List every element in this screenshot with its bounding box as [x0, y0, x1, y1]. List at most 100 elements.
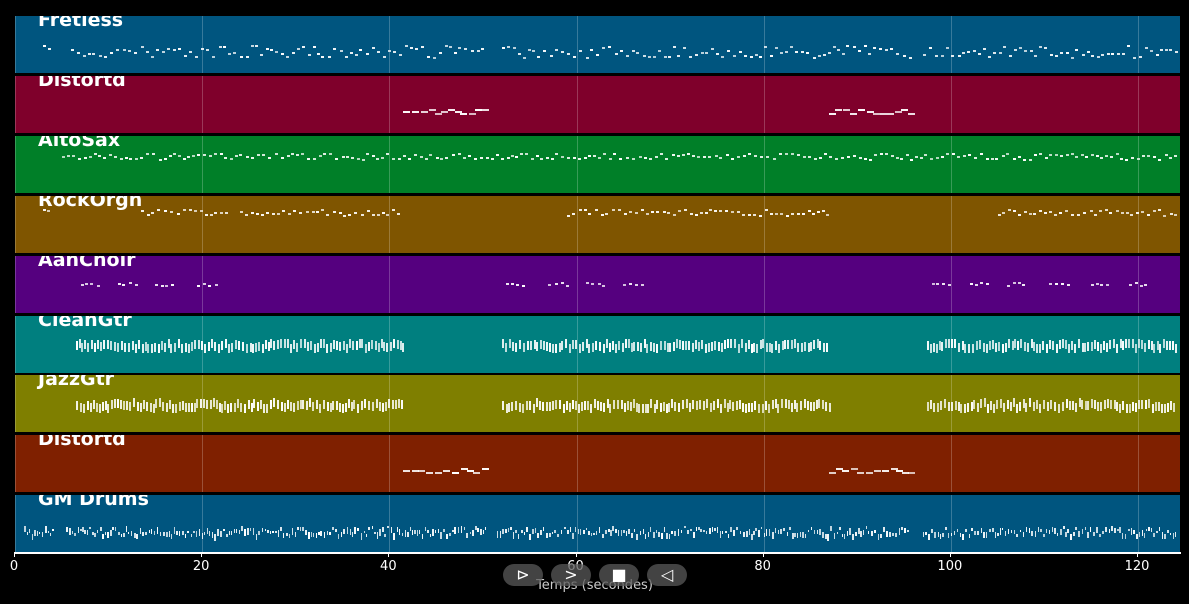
note-mark [86, 343, 89, 353]
note-mark [892, 532, 894, 537]
note-mark [218, 403, 221, 413]
note-mark [1124, 158, 1128, 161]
note-mark [520, 153, 524, 155]
track-lane[interactable]: JazzGtr [14, 374, 1181, 434]
note-mark [233, 403, 236, 413]
note-mark [1066, 283, 1070, 286]
note-mark [89, 402, 92, 412]
note-mark [1022, 283, 1026, 286]
note-mark [711, 526, 714, 533]
note-mark [517, 52, 521, 55]
note-mark [335, 158, 339, 161]
note-mark [1022, 158, 1026, 161]
note-mark [106, 339, 109, 349]
note-mark [250, 403, 253, 413]
note-mark [71, 530, 74, 534]
note-mark [967, 51, 971, 54]
note-mark [939, 533, 942, 540]
note-mark [723, 399, 726, 409]
note-mark [633, 341, 636, 351]
track-lane[interactable]: GM Drums [14, 494, 1181, 554]
next-button[interactable]: > [551, 564, 591, 586]
play-button[interactable]: ⊳ [503, 564, 543, 586]
note-mark [257, 153, 261, 156]
note-mark [801, 51, 805, 54]
stop-button[interactable]: ■ [599, 564, 639, 586]
track-lane[interactable]: RockOrgn [14, 194, 1181, 254]
note-mark [220, 531, 222, 538]
track-lane[interactable]: AahChoir [14, 254, 1181, 314]
note-mark [890, 468, 898, 471]
note-mark [77, 526, 79, 534]
note-mark [1053, 401, 1056, 411]
note-mark [128, 342, 131, 352]
note-mark [203, 283, 207, 286]
note-mark [404, 530, 407, 537]
note-mark [721, 531, 724, 535]
note-mark [359, 48, 363, 51]
note-mark [704, 52, 708, 55]
note-mark [92, 400, 95, 410]
note-mark [1051, 526, 1054, 532]
note-mark [656, 211, 660, 214]
note-mark [90, 339, 93, 349]
note-mark [272, 530, 274, 533]
track-lane[interactable]: CleanGtr [14, 314, 1181, 374]
note-mark [1083, 212, 1087, 215]
note-mark [101, 402, 104, 412]
note-mark [269, 530, 272, 535]
x-axis-label: Temps (secondes) [536, 578, 653, 593]
note-mark [567, 214, 571, 217]
note-mark [434, 530, 437, 534]
note-mark [1055, 55, 1059, 58]
note-mark [908, 56, 912, 59]
note-mark [720, 342, 723, 352]
note-mark [245, 55, 249, 58]
note-mark [351, 532, 354, 537]
note-mark [789, 45, 793, 48]
note-mark [155, 399, 158, 409]
note-mark [786, 532, 789, 536]
note-mark [511, 402, 514, 412]
note-mark [945, 152, 949, 155]
note-mark [646, 344, 649, 354]
note-mark [858, 156, 862, 159]
previous-button[interactable]: ◁ [647, 564, 687, 586]
note-mark [454, 527, 456, 534]
note-mark [178, 531, 181, 537]
note-mark [1099, 344, 1102, 353]
note-mark [922, 53, 926, 56]
track-lane[interactable]: AltoSax [14, 134, 1181, 194]
note-mark [81, 343, 84, 353]
note-mark [677, 403, 680, 413]
track-lane[interactable]: Distortd [14, 434, 1181, 494]
track-lanes: Fretless Distortd AltoSax RockOrgn AahChoir C… [14, 15, 1181, 554]
track-lane[interactable]: Distortd [14, 74, 1181, 134]
note-mark [510, 282, 514, 285]
note-mark [1017, 340, 1020, 350]
note-mark [1003, 46, 1007, 49]
note-mark [1141, 530, 1144, 537]
note-mark [923, 154, 927, 157]
note-mark [114, 342, 117, 352]
note-mark [157, 209, 161, 212]
note-mark [187, 156, 191, 159]
note-mark [1070, 341, 1073, 351]
note-mark [677, 54, 681, 57]
note-mark [631, 50, 635, 53]
track-lane[interactable]: Fretless [14, 15, 1181, 74]
note-mark [321, 55, 325, 58]
note-mark [571, 213, 575, 216]
note-mark [628, 529, 630, 534]
note-mark [197, 339, 200, 349]
gridline [763, 135, 765, 193]
note-mark [792, 533, 794, 539]
note-mark [168, 531, 171, 538]
note-mark [125, 526, 128, 533]
note-mark [719, 531, 722, 538]
note-mark [997, 213, 1001, 216]
note-mark [371, 402, 374, 412]
note-mark [685, 398, 688, 408]
note-mark [770, 213, 774, 216]
note-mark [624, 403, 627, 413]
